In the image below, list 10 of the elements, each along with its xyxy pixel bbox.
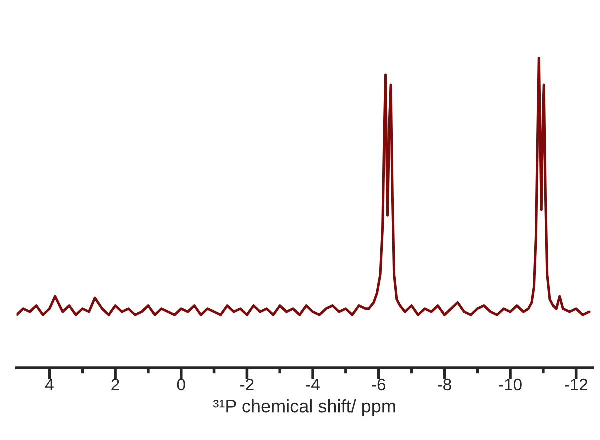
x-tick-label: 4 <box>45 379 54 391</box>
x-tick-label: -10 <box>499 378 522 391</box>
x-axis-title: ³¹P chemical shift/ ppm <box>213 400 396 416</box>
x-tick-label: 0 <box>177 378 186 391</box>
x-tick-label: -4 <box>306 379 320 391</box>
x-tick-label: 2 <box>112 378 120 391</box>
x-tick-label: -8 <box>438 378 452 391</box>
x-tick-label: -2 <box>240 378 254 391</box>
x-tick-label: -6 <box>372 378 386 391</box>
x-tick-label: -12 <box>565 378 588 391</box>
